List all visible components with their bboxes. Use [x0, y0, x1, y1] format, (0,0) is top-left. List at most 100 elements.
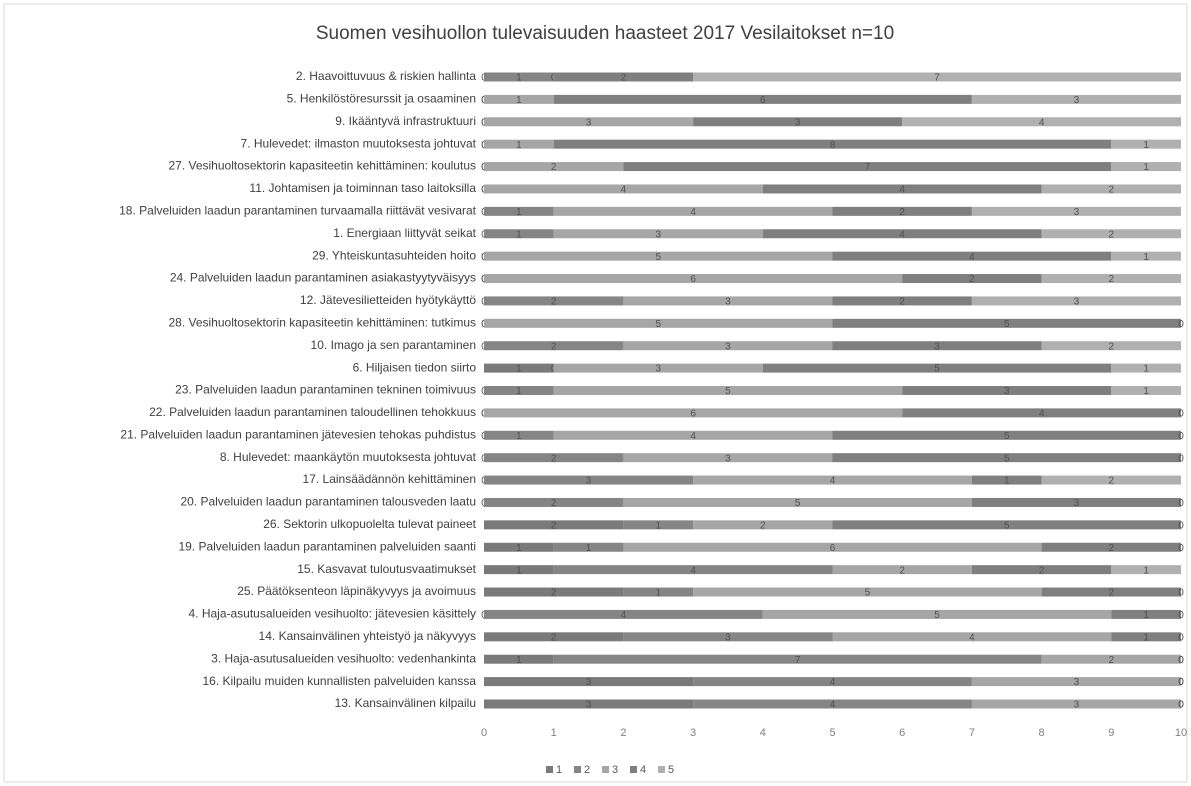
data-label: 1 — [516, 95, 522, 106]
y-tick-label: 3. Haja-asutusalueiden vesihuolto: veden… — [211, 651, 476, 665]
bar-segment — [623, 162, 1112, 172]
bar-segment — [832, 206, 972, 216]
data-label: 0 — [1178, 498, 1184, 509]
legend-swatch — [658, 766, 665, 773]
bar-segment — [693, 475, 972, 485]
data-label: 2 — [551, 588, 557, 599]
data-label: 5 — [865, 588, 871, 599]
bar-segment — [623, 296, 833, 306]
data-label: 2 — [899, 207, 905, 218]
data-label: 1 — [516, 229, 522, 240]
bar-segment — [553, 139, 1112, 149]
bar-segment — [484, 520, 624, 530]
bar-segment — [484, 475, 694, 485]
bar-segment — [1041, 341, 1181, 351]
data-label: 5 — [934, 610, 940, 621]
bar-segment — [623, 453, 833, 463]
x-tick-label: 2 — [620, 727, 626, 739]
y-tick-label: 21. Palveluiden laadun parantaminen jäte… — [120, 427, 476, 441]
bar-segment — [553, 229, 763, 239]
bar-segment — [832, 430, 1181, 440]
data-label: 3 — [1074, 700, 1080, 711]
bar-segment — [484, 609, 763, 619]
bar-segment — [553, 94, 972, 104]
data-label: 3 — [1004, 386, 1010, 397]
data-label: 6 — [760, 95, 766, 106]
data-label: 1 — [586, 543, 592, 554]
data-label: 1 — [516, 565, 522, 576]
bar-segment — [693, 72, 1181, 82]
data-label: 1 — [1143, 565, 1149, 576]
x-tick-label: 5 — [829, 727, 835, 739]
bar-segment — [623, 341, 833, 351]
bar-segment — [484, 408, 903, 418]
data-label: 3 — [725, 297, 731, 308]
data-label: 0 — [1178, 677, 1184, 688]
y-tick-label: 2. Haavoittuvuus & riskien hallinta — [296, 69, 476, 83]
data-label: 2 — [969, 274, 975, 285]
data-label: 3 — [586, 476, 592, 487]
data-label: 1 — [1004, 476, 1010, 487]
y-tick-label: 18. Palveluiden laadun parantaminen turv… — [119, 204, 477, 218]
y-tick-label: 5. Henkilöstöresurssit ja osaaminen — [287, 92, 476, 106]
data-label: 5 — [1004, 520, 1010, 531]
data-label: 6 — [690, 274, 696, 285]
y-tick-label: 17. Lainsäädännön kehittäminen — [303, 472, 476, 486]
y-tick-label: 28. Vesihuoltosektorin kapasiteetin kehi… — [168, 315, 476, 329]
data-label: 1 — [655, 520, 661, 531]
bar-segment — [553, 72, 694, 82]
data-label: 2 — [621, 73, 627, 84]
data-label: 2 — [551, 632, 557, 643]
data-label: 5 — [795, 498, 801, 509]
bar-segment — [1111, 162, 1181, 172]
bar-segment — [484, 274, 903, 284]
bar-segment — [484, 296, 624, 306]
bar-segment — [971, 94, 1181, 104]
data-label: 8 — [830, 140, 836, 151]
data-label: 2 — [551, 498, 557, 509]
data-label: 0 — [1178, 677, 1184, 688]
bar-segment — [832, 318, 1181, 328]
x-tick-label: 4 — [760, 727, 766, 739]
bar-segment — [832, 565, 972, 575]
bar-segment — [484, 677, 694, 687]
data-label: 0 — [1178, 319, 1184, 330]
x-tick-label: 1 — [551, 727, 557, 739]
bar-segment — [1111, 565, 1181, 575]
bar-segment — [1111, 251, 1181, 261]
x-tick-label: 8 — [1039, 727, 1045, 739]
data-label: 2 — [899, 565, 905, 576]
data-label: 2 — [1109, 274, 1115, 285]
y-tick-label: 12. Jätevesilietteiden hyötykäyttö — [300, 293, 476, 307]
bar-segment — [693, 587, 1042, 597]
data-label: 4 — [1039, 409, 1045, 420]
y-tick-label: 8. Hulevedet: maankäytön muutoksesta joh… — [220, 450, 477, 464]
data-label: 2 — [551, 162, 557, 173]
data-label: 1 — [516, 207, 522, 218]
y-tick-label: 15. Kasvavat tuloutusvaatimukset — [297, 562, 476, 576]
data-label: 0 — [1178, 700, 1184, 711]
data-label: 1 — [1143, 610, 1149, 621]
bar-segment — [902, 386, 1112, 395]
data-label: 2 — [1109, 543, 1115, 554]
bar-segment — [971, 296, 1181, 306]
bar-segment — [762, 184, 1042, 194]
bar-segment — [484, 386, 554, 395]
data-label: 7 — [934, 73, 940, 84]
data-label: 2 — [1109, 185, 1115, 196]
data-label: 0 — [1178, 409, 1184, 420]
data-label: 2 — [1109, 588, 1115, 599]
data-label: 1 — [516, 543, 522, 554]
bar-segment — [971, 475, 1042, 485]
y-tick-label: 27. Vesihuoltosektorin kapasiteetin kehi… — [168, 159, 476, 173]
data-label: 0 — [1178, 610, 1184, 621]
x-tick-label: 10 — [1175, 727, 1187, 739]
data-label: 4 — [830, 677, 836, 688]
data-label: 5 — [1004, 453, 1010, 464]
bar-segment — [484, 94, 554, 104]
bar-segment — [693, 117, 903, 127]
bar-segment — [623, 520, 694, 530]
legend-label: 1 — [556, 764, 562, 776]
bar-segment — [484, 117, 694, 127]
bar-segment — [762, 363, 1112, 373]
